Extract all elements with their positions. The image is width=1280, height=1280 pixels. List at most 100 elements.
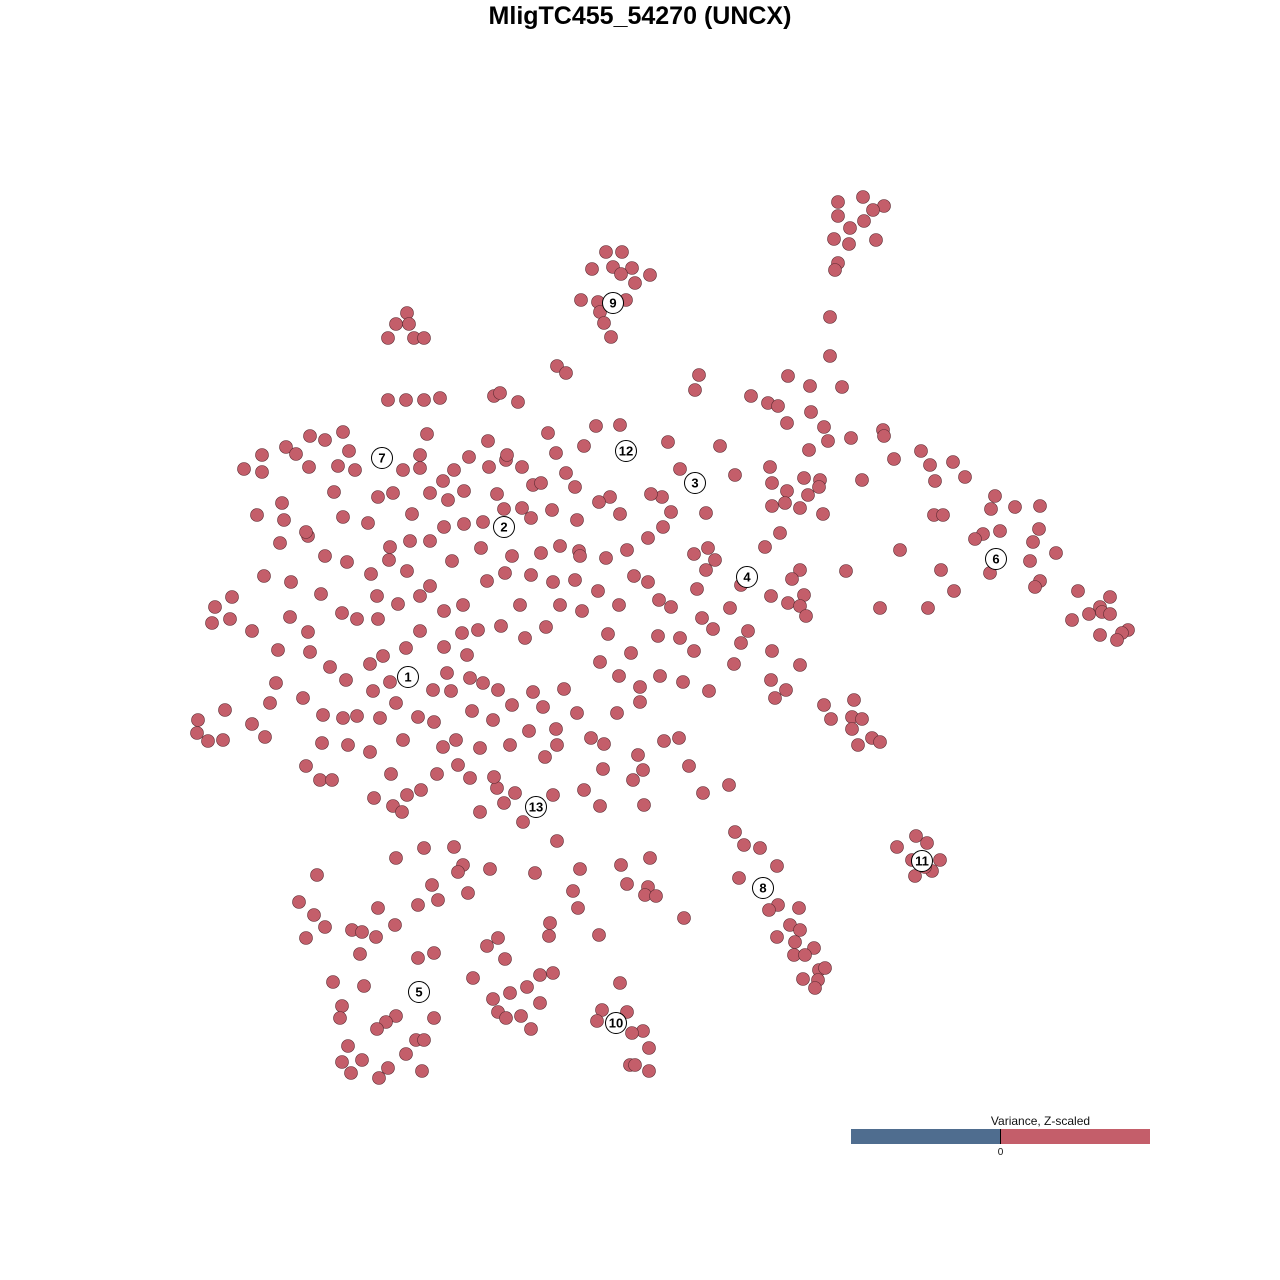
- legend-colorbar: [851, 1129, 1150, 1144]
- data-point: [456, 598, 470, 612]
- data-point: [283, 610, 297, 624]
- data-point: [335, 606, 349, 620]
- data-point: [545, 503, 559, 517]
- data-point: [821, 434, 835, 448]
- data-point: [934, 563, 948, 577]
- data-point: [568, 573, 582, 587]
- data-point: [701, 541, 715, 555]
- data-point: [644, 487, 658, 501]
- data-point: [420, 427, 434, 441]
- data-point: [624, 646, 638, 660]
- data-point: [277, 513, 291, 527]
- data-point: [534, 476, 548, 490]
- data-point: [625, 1026, 639, 1040]
- data-point: [641, 575, 655, 589]
- data-point: [676, 675, 690, 689]
- data-point: [550, 834, 564, 848]
- data-point: [524, 1022, 538, 1036]
- data-point: [299, 759, 313, 773]
- data-point: [1032, 522, 1046, 536]
- data-point: [652, 593, 666, 607]
- data-point: [363, 745, 377, 759]
- data-point: [381, 331, 395, 345]
- data-point: [614, 267, 628, 281]
- data-point: [591, 584, 605, 598]
- data-point: [366, 684, 380, 698]
- data-point: [568, 480, 582, 494]
- data-point: [807, 941, 821, 955]
- data-point: [592, 928, 606, 942]
- data-point: [770, 930, 784, 944]
- data-point: [520, 980, 534, 994]
- data-point: [503, 986, 517, 1000]
- data-point: [808, 981, 822, 995]
- data-point: [797, 471, 811, 485]
- data-point: [873, 601, 887, 615]
- cluster-label-text: 1: [404, 670, 411, 685]
- data-point: [381, 393, 395, 407]
- data-point: [476, 676, 490, 690]
- data-point: [363, 657, 377, 671]
- data-point: [318, 920, 332, 934]
- data-point: [389, 1009, 403, 1023]
- data-point: [596, 762, 610, 776]
- data-point: [423, 579, 437, 593]
- data-point: [191, 713, 205, 727]
- data-point: [793, 501, 807, 515]
- data-point: [673, 462, 687, 476]
- data-point: [503, 738, 517, 752]
- data-point: [245, 717, 259, 731]
- data-point: [723, 601, 737, 615]
- cluster-label-badge: [615, 440, 637, 462]
- data-point: [445, 554, 459, 568]
- data-point: [893, 543, 907, 557]
- data-point: [612, 669, 626, 683]
- data-point: [426, 683, 440, 697]
- color-legend: Variance, Z-scaled 0: [851, 1114, 1150, 1158]
- data-point: [303, 429, 317, 443]
- data-point: [413, 589, 427, 603]
- data-point: [920, 836, 934, 850]
- data-point: [677, 911, 691, 925]
- data-point: [574, 293, 588, 307]
- data-point: [844, 431, 858, 445]
- data-point: [500, 448, 514, 462]
- data-point: [255, 448, 269, 462]
- cluster-label-8: 8: [752, 877, 774, 899]
- data-point: [1103, 590, 1117, 604]
- data-point: [741, 624, 755, 638]
- legend-title: Variance, Z-scaled: [990, 1114, 1091, 1128]
- data-point: [427, 1011, 441, 1025]
- data-point: [835, 380, 849, 394]
- data-point: [417, 841, 431, 855]
- data-point: [610, 706, 624, 720]
- data-point: [376, 649, 390, 663]
- data-point: [323, 660, 337, 674]
- cluster-label-badge: [525, 796, 547, 818]
- data-point: [473, 741, 487, 755]
- data-point: [921, 601, 935, 615]
- data-point: [781, 596, 795, 610]
- data-point: [706, 622, 720, 636]
- data-point: [515, 460, 529, 474]
- data-point: [431, 893, 445, 907]
- data-point: [947, 584, 961, 598]
- data-point: [816, 507, 830, 521]
- data-point: [690, 582, 704, 596]
- data-point: [728, 468, 742, 482]
- data-point: [818, 961, 832, 975]
- data-point: [770, 859, 784, 873]
- data-point: [1065, 613, 1079, 627]
- data-point: [513, 598, 527, 612]
- cluster-label-12: 12: [615, 440, 637, 462]
- data-point: [462, 450, 476, 464]
- cluster-label-text: 4: [743, 570, 751, 585]
- data-point: [773, 526, 787, 540]
- data-point: [571, 901, 585, 915]
- data-point: [389, 696, 403, 710]
- data-point: [396, 463, 410, 477]
- data-point: [333, 1011, 347, 1025]
- data-point: [427, 946, 441, 960]
- cluster-label-text: 12: [619, 444, 633, 459]
- data-point: [1071, 584, 1085, 598]
